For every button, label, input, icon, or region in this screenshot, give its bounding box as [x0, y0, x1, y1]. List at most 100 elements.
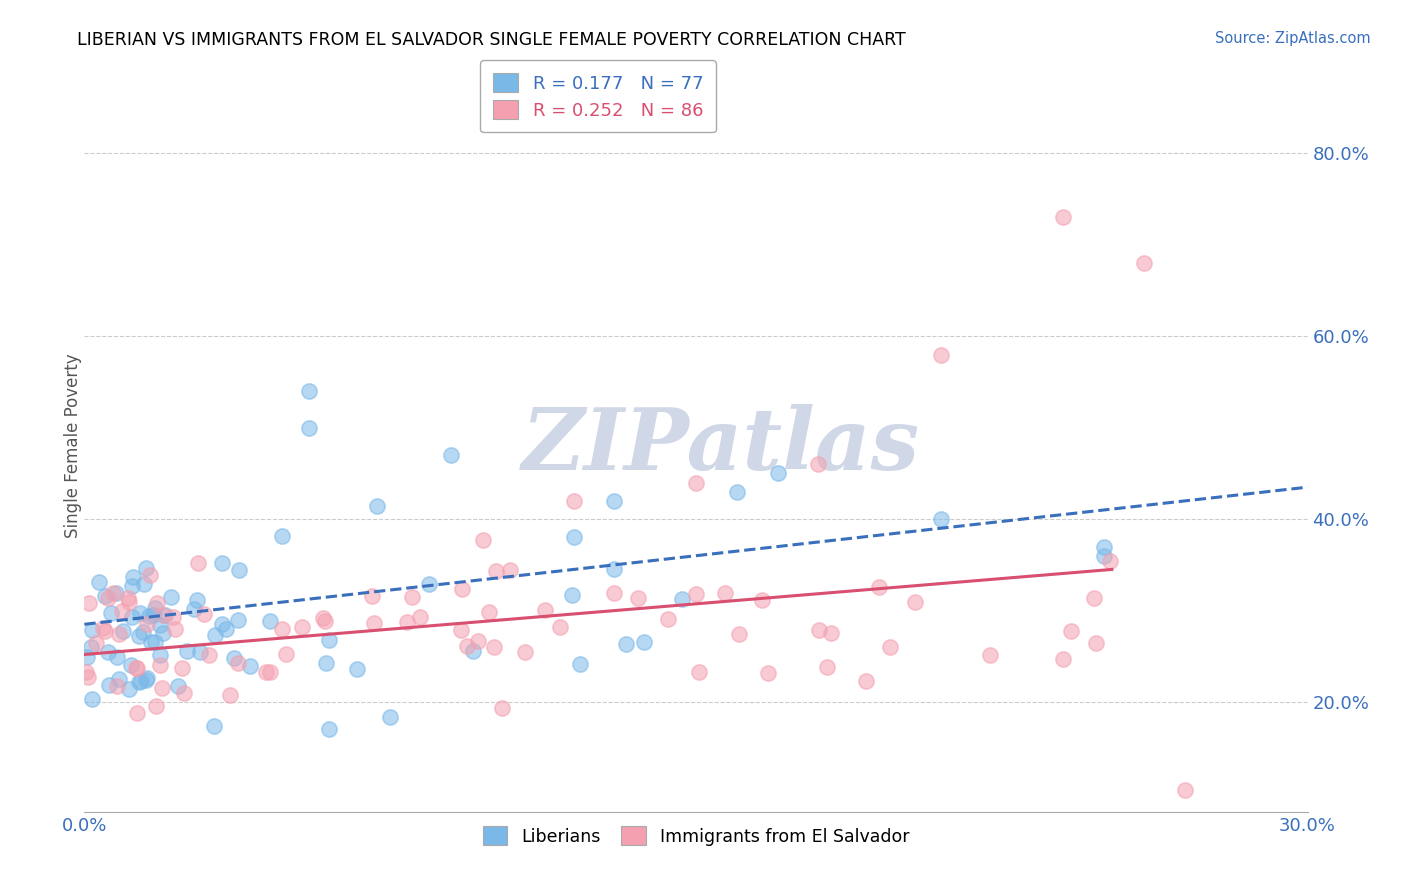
Point: [155, 608, 177, 623]
Point: [118, 595, 141, 609]
Point: [134, 577, 156, 591]
Point: [128, 629, 150, 643]
Point: [515, 645, 537, 659]
Point: [614, 637, 637, 651]
Point: [142, 607, 165, 622]
Point: [562, 530, 585, 544]
Point: [211, 617, 233, 632]
Point: [226, 657, 249, 671]
Point: [91, 621, 114, 635]
Point: [120, 658, 142, 673]
Point: [868, 580, 890, 594]
Point: [499, 563, 522, 577]
Point: [128, 675, 150, 690]
Point: [714, 585, 737, 599]
Point: [167, 679, 190, 693]
Point: [101, 586, 124, 600]
Point: [188, 645, 211, 659]
Point: [472, 533, 495, 548]
Point: [820, 626, 842, 640]
Point: [346, 662, 368, 676]
Point: [314, 614, 336, 628]
Point: [79, 596, 101, 610]
Point: [139, 568, 162, 582]
Point: [150, 681, 173, 695]
Point: [152, 607, 174, 622]
Point: [122, 570, 145, 584]
Point: [751, 592, 773, 607]
Point: [366, 499, 388, 513]
Point: [467, 634, 489, 648]
Point: [226, 614, 249, 628]
Point: [186, 593, 208, 607]
Point: [108, 626, 131, 640]
Point: [256, 665, 278, 680]
Point: [75, 665, 97, 679]
Point: [105, 649, 128, 664]
Point: [138, 608, 160, 623]
Point: [77, 670, 100, 684]
Point: [183, 602, 205, 616]
Point: [360, 590, 382, 604]
Point: [121, 610, 143, 624]
Point: [603, 494, 626, 508]
Point: [100, 607, 122, 621]
Point: [491, 701, 513, 715]
Point: [685, 475, 707, 490]
Point: [1092, 549, 1115, 563]
Point: [259, 615, 281, 629]
Point: [315, 656, 337, 670]
Point: [87, 574, 110, 589]
Point: [401, 591, 423, 605]
Point: [1083, 591, 1105, 605]
Point: [633, 634, 655, 648]
Point: [127, 706, 149, 720]
Point: [440, 448, 463, 462]
Point: [259, 665, 281, 679]
Point: [94, 624, 117, 638]
Point: [270, 529, 292, 543]
Text: ZIPatlas: ZIPatlas: [522, 404, 920, 488]
Point: [97, 645, 120, 659]
Point: [482, 640, 505, 655]
Point: [135, 616, 157, 631]
Point: [228, 564, 250, 578]
Point: [118, 681, 141, 696]
Point: [105, 586, 128, 600]
Point: [270, 622, 292, 636]
Point: [143, 601, 166, 615]
Point: [80, 692, 103, 706]
Point: [117, 591, 139, 606]
Point: [603, 562, 626, 576]
Point: [929, 512, 952, 526]
Point: [1099, 554, 1122, 568]
Point: [105, 680, 128, 694]
Point: [929, 348, 952, 362]
Point: [211, 556, 233, 570]
Point: [463, 643, 485, 657]
Point: [298, 421, 321, 435]
Point: [1133, 256, 1156, 270]
Point: [562, 494, 585, 508]
Point: [685, 587, 707, 601]
Text: Source: ZipAtlas.com: Source: ZipAtlas.com: [1215, 31, 1371, 46]
Point: [979, 648, 1001, 662]
Point: [204, 628, 226, 642]
Point: [149, 618, 172, 632]
Point: [1174, 783, 1197, 797]
Point: [111, 604, 134, 618]
Point: [152, 625, 174, 640]
Point: [136, 672, 159, 686]
Point: [1059, 624, 1081, 639]
Point: [82, 623, 104, 637]
Point: [451, 582, 474, 596]
Point: [127, 661, 149, 675]
Point: [808, 623, 831, 637]
Point: [879, 640, 901, 654]
Point: [758, 665, 780, 680]
Point: [291, 620, 314, 634]
Point: [363, 615, 385, 630]
Point: [276, 647, 298, 661]
Y-axis label: Single Female Poverty: Single Female Poverty: [65, 354, 82, 538]
Point: [172, 660, 194, 674]
